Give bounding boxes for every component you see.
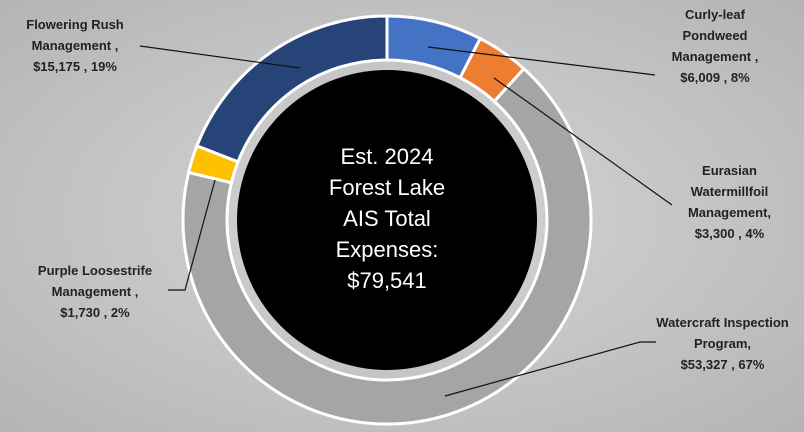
donut-slice [195,14,389,164]
data-label: Curly-leaf Pondweed Management , $6,009 ,… [660,4,770,88]
label-name: Eurasian Watermillfoil Management, [687,163,772,220]
label-name: Curly-leaf Pondweed Management , [671,7,759,64]
center-text: Expenses: [336,237,439,262]
label-value: $3,300 , 4% [694,226,765,241]
leader-line [493,77,673,206]
label-name: Purple Loosestrife Management , [37,263,153,299]
data-label: Watercraft Inspection Program, $53,327 , … [650,312,795,375]
label-value: $1,730 , 2% [60,305,130,320]
donut-slice [181,66,593,426]
leader-line [427,46,656,76]
donut [181,14,593,426]
label-value: $15,175 , 19% [33,59,117,74]
label-name: Watercraft Inspection Program, [656,315,789,351]
center-label: Est. 2024 Forest Lake AIS Total Expenses: $7… [329,144,445,293]
center-circle [237,70,537,370]
center-text: Forest Lake [329,175,445,200]
data-label: Flowering Rush Management , $15,175 , 19% [10,14,140,77]
label-value: $53,327 , 67% [680,357,765,372]
leader-line [168,179,216,291]
label-name: Flowering Rush Management , [26,17,124,53]
leader-line [139,45,301,69]
leader-line [444,341,656,397]
center-text: Est. 2024 [341,144,434,169]
center-text: $79,541 [347,268,427,293]
leader-lines [139,45,673,397]
center-text: AIS Total [343,206,431,231]
data-label: Purple Loosestrife Management , $1,730 , … [20,260,170,323]
data-label: Eurasian Watermillfoil Management, $3,300… [672,160,787,244]
label-value: $6,009 , 8% [680,70,750,85]
